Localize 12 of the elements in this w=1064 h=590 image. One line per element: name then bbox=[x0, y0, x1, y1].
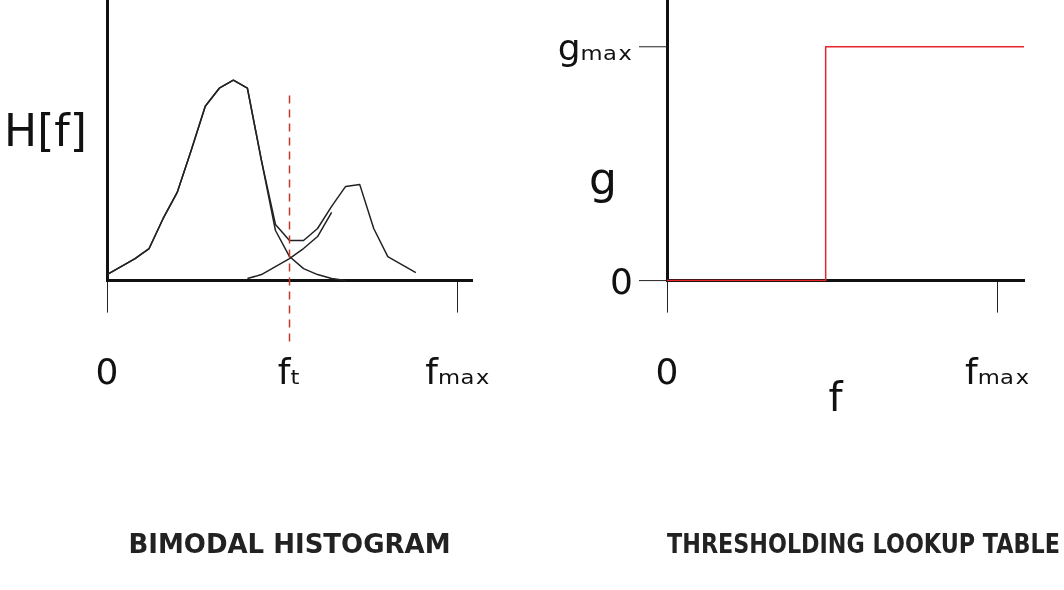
x-tick-label: 0 bbox=[95, 350, 119, 392]
text: BIMODAL HISTOGRAM bbox=[128, 529, 451, 560]
x-axis-title: f bbox=[828, 373, 844, 420]
x-tick-label: fₘₐₓ bbox=[964, 350, 1031, 392]
x-tick-label: fₜ bbox=[277, 350, 302, 392]
y-axis-title: g bbox=[589, 152, 617, 204]
text: THRESHOLDING LOOKUP TABLE bbox=[667, 529, 1060, 560]
ref-line-label: 0 bbox=[610, 260, 633, 302]
x-tick-label: fₘₐₓ bbox=[425, 350, 491, 392]
x-tick-label: 0 bbox=[655, 350, 679, 392]
y-axis-title: H[f] bbox=[4, 105, 87, 157]
ref-line-label: gₘₐₓ bbox=[557, 27, 633, 69]
